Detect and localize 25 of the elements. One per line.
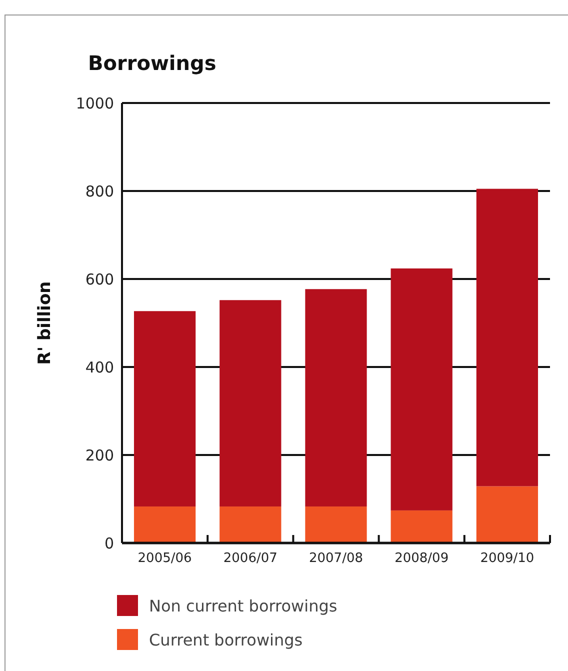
y-tick-label: 1000 <box>76 94 114 112</box>
chart-title: Borrowings <box>88 51 216 75</box>
bar <box>476 486 538 543</box>
bar <box>220 506 282 543</box>
x-tick-label: 2008/09 <box>394 551 449 566</box>
bar <box>134 506 196 543</box>
bar <box>220 300 282 506</box>
bar <box>305 506 367 543</box>
y-tick-label: 800 <box>85 182 114 200</box>
y-tick-label: 200 <box>85 446 114 464</box>
bar <box>134 311 196 506</box>
y-tick-label: 600 <box>85 270 114 288</box>
legend-label: Current borrowings <box>149 630 303 650</box>
bar <box>390 268 452 510</box>
bar <box>390 510 452 543</box>
bar <box>305 289 367 506</box>
x-tick-label: 2006/07 <box>223 551 278 566</box>
legend-label: Non current borrowings <box>149 596 338 616</box>
x-tick-label: 2005/06 <box>138 551 192 566</box>
y-tick-label: 0 <box>104 534 114 552</box>
x-tick-label: 2009/10 <box>480 551 534 566</box>
x-tick-label: 2007/08 <box>308 551 364 566</box>
y-axis-title: R' billion <box>35 281 55 365</box>
y-tick-label: 400 <box>85 358 114 376</box>
bar <box>476 188 538 486</box>
